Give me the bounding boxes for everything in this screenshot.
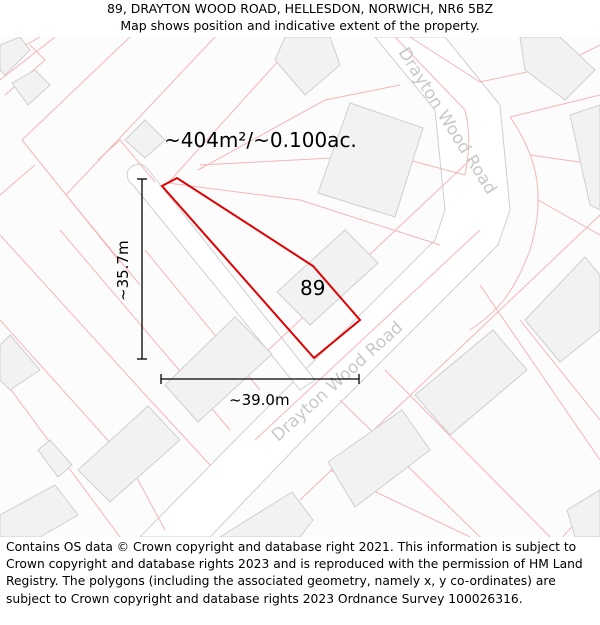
map-header: 89, DRAYTON WOOD ROAD, HELLESDON, NORWIC…	[0, 0, 600, 37]
plot-number-label: 89	[300, 276, 325, 300]
parcel-boundaries	[0, 37, 600, 537]
buildings	[0, 37, 600, 537]
width-dimension-label: ~39.0m	[229, 391, 290, 409]
height-dimension-line	[137, 178, 147, 360]
property-map[interactable]: Drayton Wood Road Drayton Wood Road ~35.…	[0, 37, 600, 537]
height-dimension-label: ~35.7m	[114, 240, 132, 301]
width-dimension-line	[160, 374, 360, 384]
map-subtitle: Map shows position and indicative extent…	[120, 18, 480, 33]
copyright-notice: Contains OS data © Crown copyright and d…	[6, 540, 583, 606]
area-label: ~404m²/~0.100ac.	[164, 128, 357, 152]
property-address: 89, DRAYTON WOOD ROAD, HELLESDON, NORWIC…	[106, 1, 494, 16]
property-outline[interactable]	[160, 176, 362, 360]
